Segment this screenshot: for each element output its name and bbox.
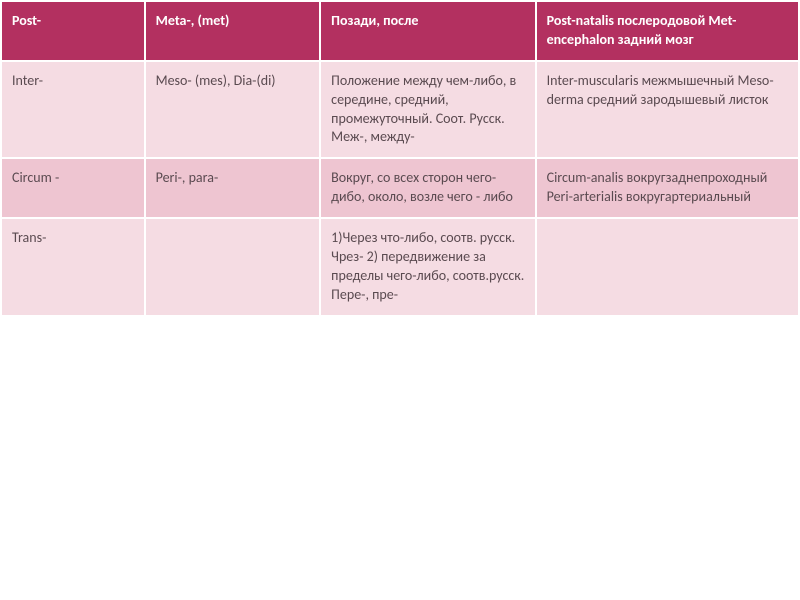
cell-col3: Положение между чем-либо, в середине, ср… [320,61,535,159]
header-cell-col3: Позади, после [320,1,535,61]
cell-col2: Meso- (mes), Dia-(di) [145,61,321,159]
cell-col1: Circum - [1,158,145,218]
cell-col4: Circum-analis вокругзаднепроходный Peri-… [536,158,799,218]
table-row: Inter- Meso- (mes), Dia-(di) Положение м… [1,61,799,159]
cell-col2: Peri-, para- [145,158,321,218]
header-cell-col4: Post-natalis послеродовой Met-encephalon… [536,1,799,61]
cell-col4 [536,218,799,316]
cell-col2 [145,218,321,316]
table-row: Trans- 1)Через что-либо, соотв. русск. Ч… [1,218,799,316]
cell-col1: Trans- [1,218,145,316]
cell-col4: Inter-muscularis межмышечный Meso-derma … [536,61,799,159]
cell-col3: 1)Через что-либо, соотв. русск. Чрез- 2)… [320,218,535,316]
cell-col3: Вокруг, со всех сторон чего-дибо, около,… [320,158,535,218]
table-row: Circum - Peri-, para- Вокруг, со всех ст… [1,158,799,218]
header-cell-col1: Post- [1,1,145,61]
prefix-table: Post- Meta-, (met) Позади, после Post-na… [0,0,800,317]
cell-col1: Inter- [1,61,145,159]
header-row: Post- Meta-, (met) Позади, после Post-na… [1,1,799,61]
prefix-table-container: Post- Meta-, (met) Позади, после Post-na… [0,0,800,600]
header-cell-col2: Meta-, (met) [145,1,321,61]
